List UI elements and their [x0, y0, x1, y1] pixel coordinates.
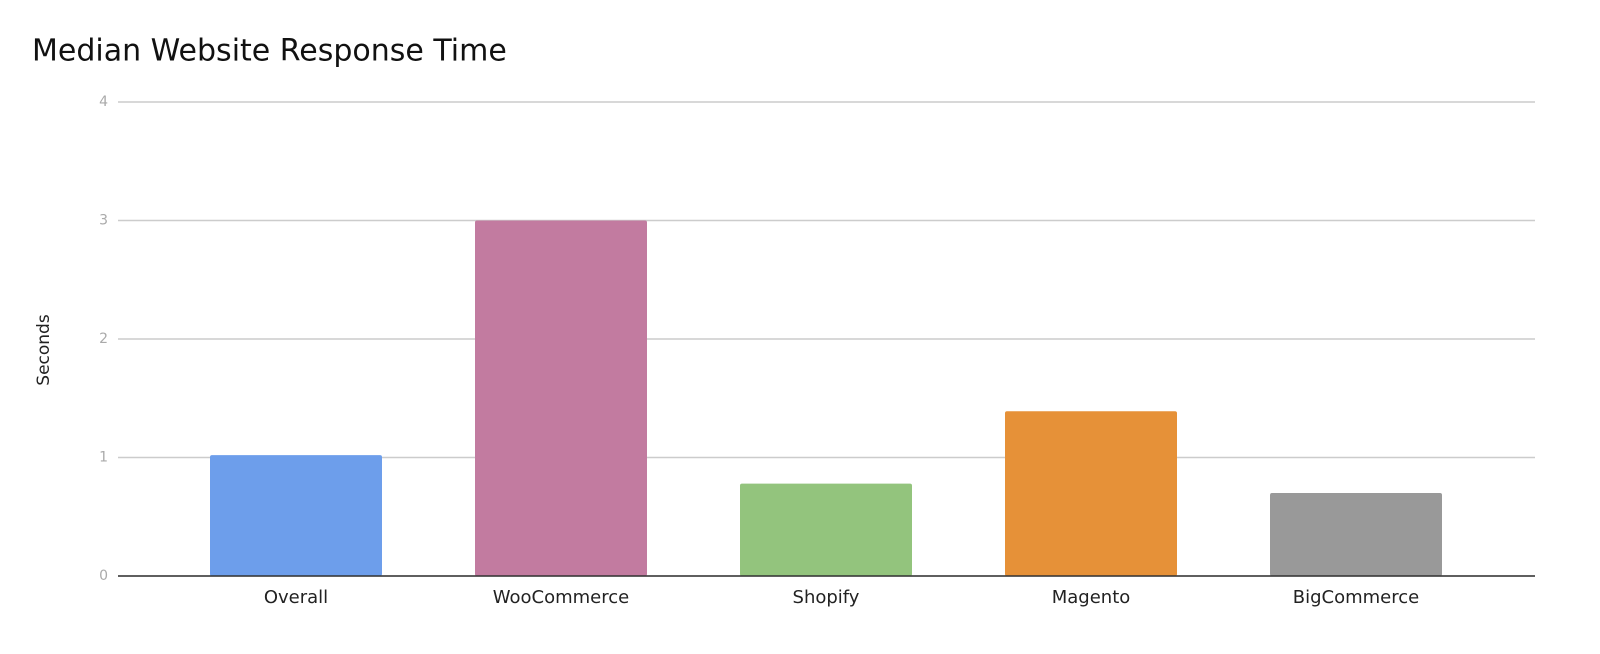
y-axis-label: Seconds	[34, 314, 54, 386]
y-tick-label: 3	[99, 213, 108, 229]
bar	[740, 483, 912, 576]
x-tick-label: Magento	[1052, 587, 1131, 608]
bar	[210, 455, 382, 576]
x-tick-label: Shopify	[793, 587, 860, 608]
bar	[475, 220, 647, 576]
y-tick-label: 1	[99, 450, 108, 466]
chart-title: Median Website Response Time	[32, 34, 507, 69]
y-tick-label: 0	[99, 568, 108, 584]
y-tick-label: 2	[99, 331, 108, 347]
x-tick-label: BigCommerce	[1293, 587, 1419, 608]
y-tick-label: 4	[99, 94, 108, 110]
bar	[1005, 411, 1177, 576]
x-tick-label: Overall	[264, 587, 328, 608]
x-tick-label: WooCommerce	[493, 587, 629, 608]
bar	[1270, 493, 1442, 576]
